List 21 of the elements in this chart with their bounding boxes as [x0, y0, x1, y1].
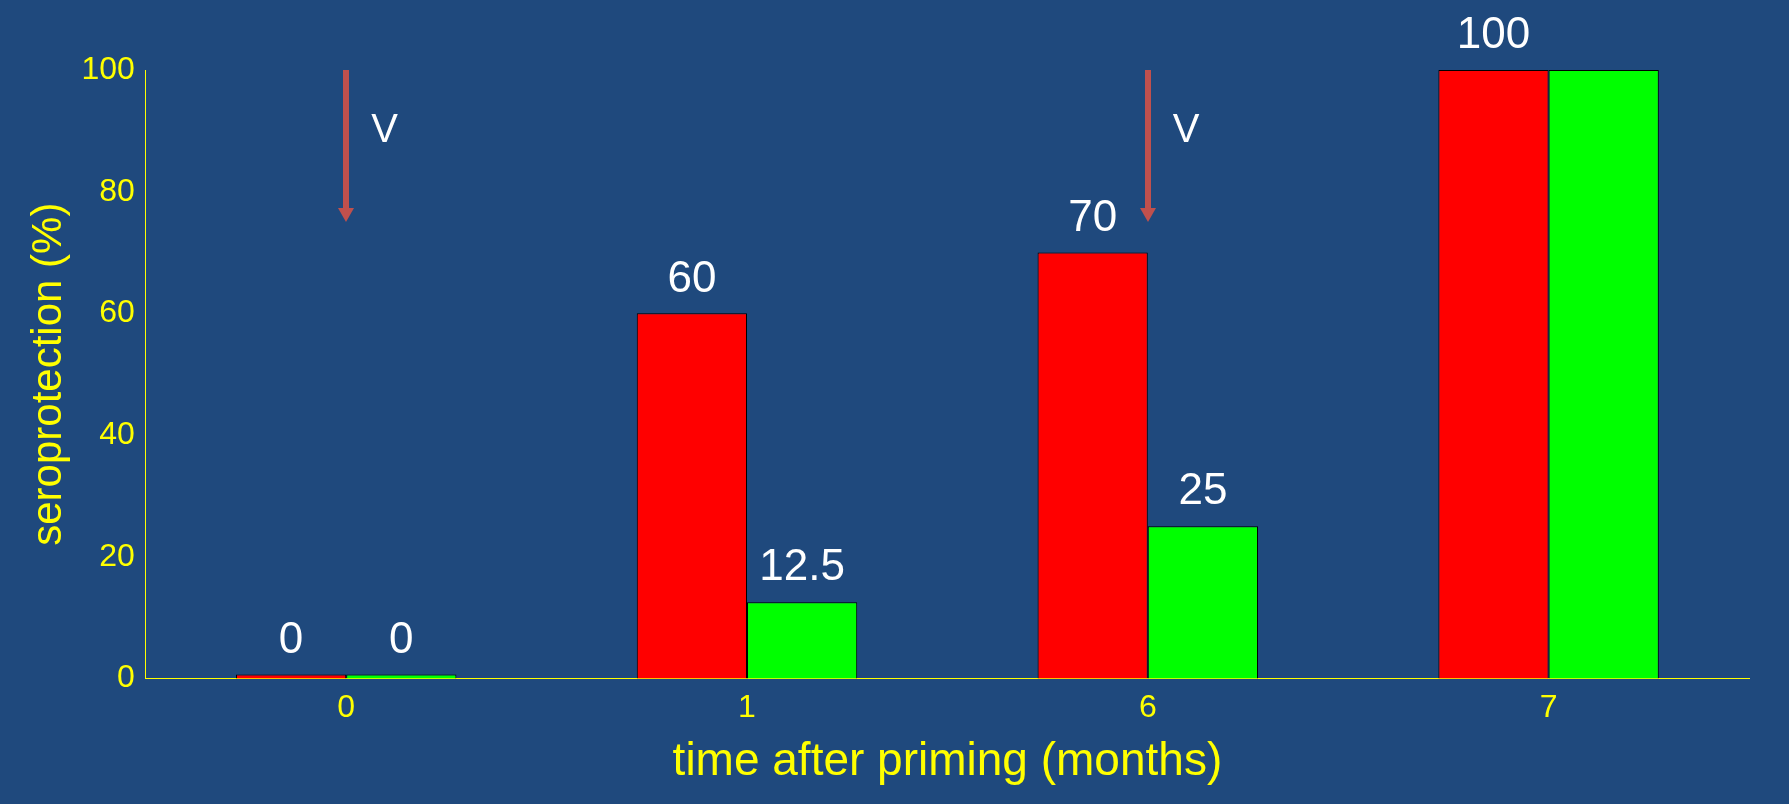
annotation: V: [1172, 105, 1200, 150]
y-tick-label: 80: [99, 171, 135, 208]
x-tick-label: 7: [1539, 688, 1558, 725]
y-tick-label: 60: [99, 293, 135, 330]
x-tick-label: 1: [738, 688, 756, 725]
x-tick-label: 0: [337, 688, 356, 725]
annotation: V: [371, 105, 399, 150]
y-tick-label: 40: [99, 414, 135, 451]
data-label: 12.5: [759, 540, 845, 590]
y-tick-label: 100: [81, 49, 135, 86]
x-axis-title: time after priming (months): [672, 733, 1223, 786]
data-label: 0: [278, 612, 304, 662]
y-tick-label: 0: [116, 658, 135, 695]
x-tick-label: 6: [1138, 688, 1157, 725]
data-label: 70: [1068, 190, 1118, 240]
y-tick-label: 20: [99, 536, 135, 573]
data-label: 100: [1456, 8, 1531, 58]
data-label: 60: [667, 251, 717, 301]
y-axis-title: seroprotection (%): [22, 202, 70, 546]
data-label: 25: [1178, 464, 1228, 514]
data-label: 0: [389, 612, 414, 662]
